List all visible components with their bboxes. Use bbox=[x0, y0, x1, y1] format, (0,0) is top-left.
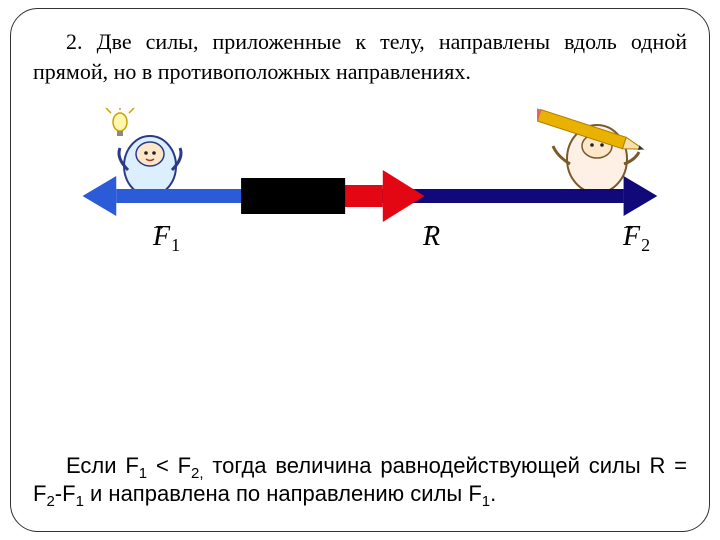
force-diagram: → F1 → R → F2 bbox=[33, 96, 687, 306]
bottom-paragraph: Если F1 < F2, тогда величина равнодейств… bbox=[33, 452, 687, 509]
bt-s5: 1 bbox=[482, 493, 490, 510]
label-f2: → F2 bbox=[623, 221, 649, 253]
slide-frame: 2. Две силы, приложенные к телу, направл… bbox=[10, 8, 710, 532]
arrows-layer bbox=[33, 96, 687, 306]
label-f1: → F1 bbox=[153, 221, 179, 253]
bt-4: и направлена по направлению силы F bbox=[84, 481, 482, 506]
label-f1-sub: 1 bbox=[171, 235, 180, 255]
bt-s1: 1 bbox=[139, 465, 147, 482]
label-f2-sub: 2 bbox=[641, 235, 650, 255]
bt-s4: 1 bbox=[76, 493, 84, 510]
label-r: → R bbox=[423, 221, 440, 253]
bt-s3: 2 bbox=[46, 493, 54, 510]
bt-s2: 2, bbox=[191, 465, 204, 482]
top-paragraph: 2. Две силы, приложенные к телу, направл… bbox=[33, 27, 687, 86]
bt-3: -F bbox=[55, 481, 76, 506]
bt-0: Если F bbox=[66, 453, 139, 478]
bt-5: . bbox=[490, 481, 496, 506]
bt-1: < F bbox=[147, 453, 191, 478]
